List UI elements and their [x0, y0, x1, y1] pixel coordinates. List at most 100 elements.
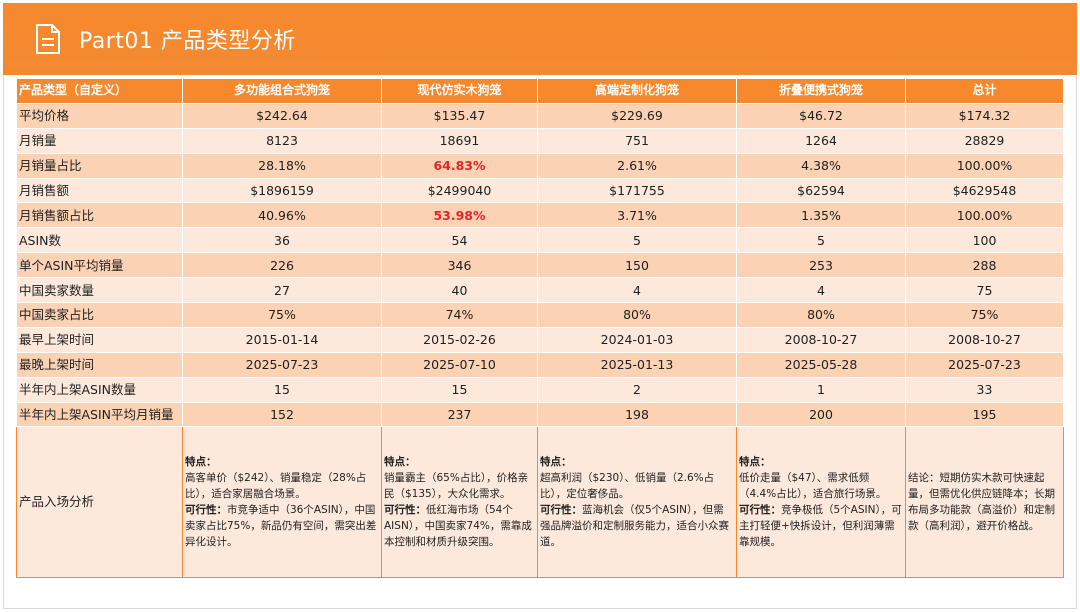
table-cell: 2015-01-14 [182, 326, 382, 353]
table-cell: 100 [905, 227, 1064, 254]
table-cell: $4629548 [905, 177, 1064, 204]
table-row: 中国卖家占比 75% 74% 80% 80% 75% [16, 302, 1064, 328]
table-row: 最晚上架时间 2025-07-23 2025-07-10 2025-01-13 2025… [16, 351, 1064, 378]
analysis-cell: 特点： 超高利润（$230）、低销量（2.6%占比），定位奢侈品。 可行性：蓝海… [537, 426, 737, 579]
feature-label: 特点： [384, 456, 416, 469]
analysis-row: 产品入场分析 特点： 高客单价（$242）、销量稳定（28%占比），适合家居融合… [16, 426, 1064, 579]
table-cell: 40.96% [182, 202, 382, 229]
table-row: 月销售额占比 40.96% 53.98% 3.71% 1.35% 100.00% [16, 202, 1064, 229]
row-label: 平均价格 [16, 102, 183, 129]
table-cell: $1896159 [182, 177, 382, 204]
table-cell: 80% [537, 302, 737, 328]
feasibility-text: 市竞争适中（36个ASIN），中国卖家占比75%，新品仍有空间，需突出差异化设计… [185, 504, 377, 549]
table-cell: 2008-10-27 [736, 326, 906, 353]
table-row: ASIN数 36 54 5 5 100 [16, 227, 1064, 254]
analysis-label: 产品入场分析 [16, 426, 183, 579]
header-cell: 产品类型（自定义） [16, 78, 183, 104]
table-cell: 1264 [736, 127, 906, 154]
feature-text: 超高利润（$230）、低销量（2.6%占比），定位奢侈品。 [540, 472, 715, 501]
table-cell: 288 [905, 252, 1064, 279]
table-cell: 74% [381, 302, 538, 328]
table-cell: 2024-01-03 [537, 326, 737, 353]
table-cell: 2025-01-13 [537, 351, 737, 378]
table-cell: 198 [537, 401, 737, 428]
table-header-row: 产品类型（自定义） 多功能组合式狗笼 现代仿实木狗笼 高端定制化狗笼 折叠便携式… [16, 78, 1064, 104]
analysis-cell: 特点： 销量霸主（65%占比），价格亲民（$135），大众化需求。 可行性：低红… [381, 426, 538, 579]
table-cell: $46.72 [736, 102, 906, 129]
feature-text: 低价走量（$47）、需求低频（4.4%占比），适合旅行场景。 [739, 472, 887, 501]
table-cell: 75% [905, 302, 1064, 328]
table-cell: 33 [905, 376, 1064, 403]
page-title: Part01 产品类型分析 [79, 29, 296, 54]
feasibility-text: 低红海市场（54个AISN），中国卖家74%，需靠成本控制和材质升级突围。 [384, 504, 532, 549]
table-cell: $62594 [736, 177, 906, 204]
table-row: 中国卖家数量 27 40 4 4 75 [16, 277, 1064, 304]
conclusion-cell: 结论：短期仿实木款可快速起量，但需优化供应链降本；长期布局多功能款（高溢价）和定… [905, 426, 1064, 579]
table-cell: 15 [182, 376, 382, 403]
table-cell: 53.98% [381, 202, 538, 229]
table-cell: 2.61% [537, 152, 737, 179]
feasibility-text: 蓝海机会（仅5个ASIN），但需强品牌溢价和定制服务能力，适合小众赛道。 [540, 504, 729, 549]
table-cell: $229.69 [537, 102, 737, 129]
table-cell: 150 [537, 252, 737, 279]
row-label: 月销售额 [16, 177, 183, 204]
row-label: 中国卖家数量 [16, 277, 183, 304]
table-row: 月销售额 $1896159 $2499040 $171755 $62594 $462954… [16, 177, 1064, 204]
header-cell: 现代仿实木狗笼 [381, 78, 538, 104]
table-cell: 100.00% [905, 202, 1064, 229]
table-cell: 54 [381, 227, 538, 254]
row-label: ASIN数 [16, 227, 183, 254]
table-row: 半年内上架ASIN数量 15 15 2 1 33 [16, 376, 1064, 403]
table-cell: 200 [736, 401, 906, 428]
table-cell: 1.35% [736, 202, 906, 229]
table-cell: 2015-02-26 [381, 326, 538, 353]
table-cell: 28829 [905, 127, 1064, 154]
header-cell: 高端定制化狗笼 [537, 78, 737, 104]
table-cell: 80% [736, 302, 906, 328]
table-cell: 28.18% [182, 152, 382, 179]
row-label: 最晚上架时间 [16, 351, 183, 378]
analysis-cell: 特点： 低价走量（$47）、需求低频（4.4%占比），适合旅行场景。 可行性：竞… [736, 426, 906, 579]
table-cell: 237 [381, 401, 538, 428]
feature-label: 特点： [185, 456, 217, 469]
table-cell: 346 [381, 252, 538, 279]
table-cell: 64.83% [381, 152, 538, 179]
table-cell: 4 [537, 277, 737, 304]
feasibility-label: 可行性： [739, 504, 781, 517]
table-cell: 4.38% [736, 152, 906, 179]
header-cell: 折叠便携式狗笼 [736, 78, 906, 104]
row-label: 最早上架时间 [16, 326, 183, 353]
table-row: 单个ASIN平均销量 226 346 150 253 288 [16, 252, 1064, 279]
feature-label: 特点： [540, 456, 572, 469]
table-cell: 75 [905, 277, 1064, 304]
feature-label: 特点： [739, 456, 771, 469]
table-cell: 253 [736, 252, 906, 279]
table-cell: 226 [182, 252, 382, 279]
row-label: 月销售额占比 [16, 202, 183, 229]
product-type-table: 产品类型（自定义） 多功能组合式狗笼 现代仿实木狗笼 高端定制化狗笼 折叠便携式… [16, 78, 1064, 579]
header-cell: 总计 [905, 78, 1064, 104]
row-label: 单个ASIN平均销量 [16, 252, 183, 279]
table-cell: $242.64 [182, 102, 382, 129]
table-row: 月销量占比 28.18% 64.83% 2.61% 4.38% 100.00% [16, 152, 1064, 179]
table-row: 最早上架时间 2015-01-14 2015-02-26 2024-01-03 2008… [16, 326, 1064, 353]
table-cell: $2499040 [381, 177, 538, 204]
table-cell: 152 [182, 401, 382, 428]
row-label: 半年内上架ASIN平均月销量 [16, 401, 183, 428]
table-cell: 2008-10-27 [905, 326, 1064, 353]
table-cell: 5 [537, 227, 737, 254]
feasibility-label: 可行性： [384, 504, 426, 517]
row-label: 半年内上架ASIN数量 [16, 376, 183, 403]
feature-text: 高客单价（$242）、销量稳定（28%占比），适合家居融合场景。 [185, 472, 367, 501]
table-cell: 1 [736, 376, 906, 403]
table-row: 平均价格 $242.64 $135.47 $229.69 $46.72 $174.32 [16, 102, 1064, 129]
table-cell: 195 [905, 401, 1064, 428]
table-row: 半年内上架ASIN平均月销量 152 237 198 200 195 [16, 401, 1064, 428]
table-cell: 100.00% [905, 152, 1064, 179]
table-cell: 15 [381, 376, 538, 403]
table-cell: $135.47 [381, 102, 538, 129]
table-row: 月销量 8123 18691 751 1264 28829 [16, 127, 1064, 154]
analysis-cell: 特点： 高客单价（$242）、销量稳定（28%占比），适合家居融合场景。 可行性… [182, 426, 382, 579]
header-cell: 多功能组合式狗笼 [182, 78, 382, 104]
table-cell: 8123 [182, 127, 382, 154]
